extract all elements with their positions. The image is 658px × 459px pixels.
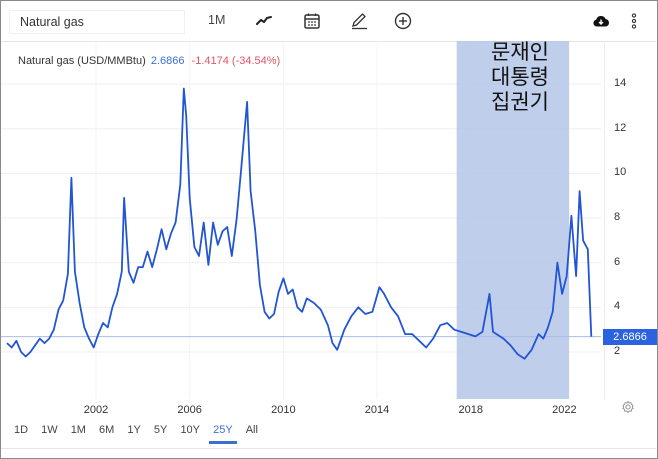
- range-1y[interactable]: 1Y: [127, 424, 141, 436]
- x-tick-label: 2006: [177, 404, 202, 416]
- range-10y[interactable]: 10Y: [180, 424, 201, 436]
- y-tick-label: 14: [614, 77, 627, 90]
- settings-gear-icon[interactable]: [621, 400, 635, 414]
- more-vert-icon[interactable]: [624, 11, 644, 31]
- annotation-line-1: 문재인: [491, 40, 549, 64]
- y-tick-label: 12: [614, 121, 627, 134]
- price-line: [6, 87, 593, 360]
- pencil-icon[interactable]: [349, 11, 369, 31]
- x-tick-label: 2018: [458, 404, 483, 416]
- line-chart-icon[interactable]: [254, 11, 274, 31]
- axis-divider: [604, 41, 605, 399]
- plus-circle-icon[interactable]: [393, 11, 413, 31]
- range-selector: 1D 1W 1M 6M 1Y 5Y 10Y 25Y All: [14, 424, 268, 444]
- x-tick-label: 2002: [83, 404, 109, 416]
- y-tick-label: 6: [614, 255, 621, 268]
- bottom-divider: [1, 448, 656, 449]
- cloud-download-icon[interactable]: [591, 11, 611, 31]
- x-tick-label: 2010: [271, 404, 296, 416]
- symbol-search-input[interactable]: Natural gas: [9, 10, 185, 34]
- annotation-line-2: 대통령: [491, 65, 549, 89]
- y-tick-label: 2: [614, 345, 621, 357]
- annotation-label: 문재인 대통령 집권기: [465, 40, 575, 115]
- range-1d[interactable]: 1D: [14, 424, 29, 436]
- x-tick-label: 2014: [364, 404, 390, 416]
- y-tick-label: 4: [614, 300, 621, 313]
- legend-change: -1.4174 (-34.54%): [191, 55, 281, 67]
- y-tick-label: 10: [614, 166, 627, 179]
- legend-name: Natural gas (USD/MMBtu): [18, 55, 146, 67]
- series-legend: Natural gas (USD/MMBtu) 2.6866 -1.4174 (…: [18, 55, 280, 67]
- range-6m[interactable]: 6M: [99, 424, 115, 436]
- price-chart[interactable]: [1, 41, 601, 399]
- range-all[interactable]: All: [245, 424, 258, 436]
- range-5y[interactable]: 5Y: [153, 424, 168, 436]
- range-1m[interactable]: 1M: [70, 424, 86, 436]
- x-tick-label: 2022: [552, 404, 577, 416]
- y-tick-label: 8: [614, 211, 621, 224]
- interval-button[interactable]: 1M: [208, 13, 226, 27]
- range-25y[interactable]: 25Y: [209, 424, 237, 444]
- annotation-line-3: 집권기: [491, 90, 549, 114]
- legend-value: 2.6866: [150, 55, 185, 67]
- range-1w[interactable]: 1W: [41, 424, 58, 436]
- current-price-tag: 2.6866: [603, 329, 657, 345]
- calendar-icon[interactable]: [302, 11, 322, 31]
- highlight-band: [456, 41, 570, 399]
- toolbar: Natural gas 1M: [1, 1, 656, 42]
